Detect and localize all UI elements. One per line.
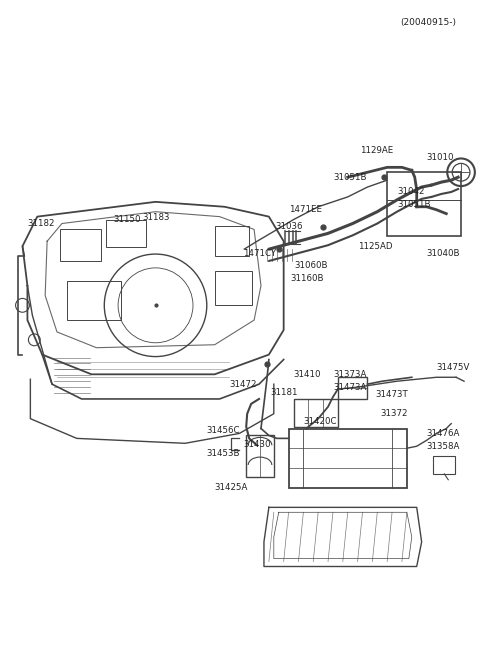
Bar: [288, 428, 407, 488]
Text: 31420C: 31420C: [303, 417, 337, 426]
Bar: [60, 229, 101, 261]
Text: 31373A: 31373A: [333, 370, 366, 379]
Bar: [215, 227, 249, 256]
Text: 31181: 31181: [271, 388, 299, 396]
Text: 1471EE: 1471EE: [288, 205, 322, 214]
Text: 31358A: 31358A: [427, 441, 460, 451]
Text: 31160B: 31160B: [290, 274, 324, 283]
Text: 31060B: 31060B: [295, 261, 328, 271]
Text: 31051B: 31051B: [397, 200, 431, 210]
Text: 31010: 31010: [427, 153, 454, 162]
Bar: [67, 281, 121, 320]
Bar: [433, 456, 455, 474]
Text: 31425A: 31425A: [215, 483, 248, 492]
Text: 31476A: 31476A: [427, 429, 460, 438]
Text: 31475V: 31475V: [436, 363, 470, 372]
Text: (20040915-): (20040915-): [400, 18, 456, 27]
Text: 31472: 31472: [229, 380, 257, 388]
Text: 31430: 31430: [243, 440, 271, 449]
Text: 31183: 31183: [143, 213, 170, 222]
Text: 31036: 31036: [276, 222, 303, 231]
Text: 31456C: 31456C: [207, 426, 240, 435]
Text: 31150: 31150: [113, 215, 141, 224]
Text: 31182: 31182: [27, 219, 55, 228]
Text: 31473A: 31473A: [333, 383, 366, 392]
Bar: [246, 436, 274, 477]
Text: 1125AD: 1125AD: [358, 242, 392, 251]
Bar: [293, 399, 338, 426]
Text: 31410: 31410: [293, 370, 321, 379]
Bar: [215, 271, 252, 305]
Text: 31040B: 31040B: [427, 249, 460, 257]
Bar: [106, 219, 146, 247]
Text: 31372: 31372: [380, 409, 408, 419]
Text: 31051B: 31051B: [333, 173, 366, 181]
Text: 1471CY: 1471CY: [243, 249, 276, 257]
Text: 31473T: 31473T: [375, 390, 408, 398]
Text: 1129AE: 1129AE: [360, 146, 393, 155]
Text: 31042: 31042: [397, 187, 424, 196]
Bar: [338, 377, 367, 399]
Bar: [387, 172, 461, 236]
Text: 31453B: 31453B: [207, 449, 240, 458]
